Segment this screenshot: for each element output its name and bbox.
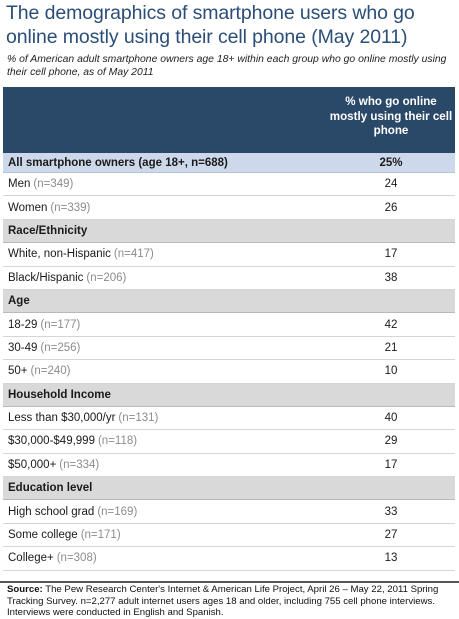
row-label-text: Age — [8, 295, 30, 308]
table-row: White, non-Hispanic (n=417) 17 — [3, 243, 455, 267]
table-row: 50+ (n=240) 10 — [3, 360, 455, 384]
table-body: All smartphone owners (age 18+, n=688) 25… — [3, 153, 455, 571]
row-value: 13 — [384, 552, 398, 565]
row-label: 18-29 (n=177) — [8, 313, 80, 335]
row-label-text: 50+ — [8, 365, 28, 378]
row-label-text: Education level — [8, 482, 93, 495]
sample-size: (n=256) — [40, 341, 81, 354]
row-label-text: 30-49 — [8, 341, 38, 354]
row-label: College+ (n=308) — [8, 547, 97, 569]
row-value: 38 — [384, 271, 398, 284]
row-value: 40 — [384, 412, 398, 425]
row-label-text: Black/Hispanic — [8, 271, 84, 284]
row-value: 26 — [384, 201, 398, 214]
table-row: College+ (n=308) 13 — [3, 547, 455, 571]
row-label: Less than $30,000/yr (n=131) — [8, 407, 158, 429]
row-label-text: Men — [8, 178, 31, 191]
row-label-text: Some college — [8, 529, 78, 542]
total-row: All smartphone owners (age 18+, n=688) 25… — [3, 153, 455, 173]
row-value: 10 — [384, 365, 398, 378]
chart-subtitle: % of American adult smartphone owners ag… — [7, 54, 447, 78]
row-value: 33 — [384, 505, 398, 518]
sample-size: (n=118) — [97, 435, 138, 448]
row-label: $50,000+ (n=334) — [8, 454, 99, 476]
section-header-row: Age — [3, 289, 455, 314]
row-label: High school grad (n=169) — [8, 500, 137, 522]
row-label-text: Less than $30,000/yr — [8, 412, 116, 425]
row-label: 30-49 (n=256) — [8, 337, 80, 359]
row-label: Household Income — [8, 384, 111, 406]
source-note: Source: The Pew Research Center's Intern… — [0, 581, 459, 618]
table-row: Some college (n=171) 27 — [3, 524, 455, 548]
row-label: White, non-Hispanic (n=417) — [8, 243, 154, 265]
row-label-text: Race/Ethnicity — [8, 224, 88, 237]
source-label: Source: — [7, 584, 43, 595]
row-label: Race/Ethnicity — [8, 220, 87, 242]
table-header: % who go online mostly using their cell … — [3, 87, 455, 153]
table-row: $50,000+ (n=334) 17 — [3, 454, 455, 478]
row-label-text: $30,000-$49,999 — [8, 435, 95, 448]
sample-size: (n=339) — [50, 201, 91, 214]
row-value: 21 — [384, 341, 398, 354]
sample-size: (n=417) — [113, 248, 154, 261]
row-label: Some college (n=171) — [8, 524, 121, 546]
row-label-text: Women — [8, 201, 48, 214]
table-row: $30,000-$49,999 (n=118) 29 — [3, 430, 455, 454]
row-value: 25% — [379, 156, 403, 169]
row-label-text: College+ — [8, 552, 54, 565]
row-label-text: All smartphone owners (age 18+, n=688) — [8, 156, 228, 169]
sample-size: (n=169) — [97, 505, 138, 518]
sample-size: (n=131) — [118, 412, 159, 425]
row-value: 27 — [384, 529, 398, 542]
row-label: Men (n=349) — [8, 173, 73, 195]
row-label: All smartphone owners (age 18+, n=688) — [8, 153, 228, 172]
table-row: Men (n=349) 24 — [3, 173, 455, 197]
section-header-row: Household Income — [3, 383, 455, 407]
row-label: Women (n=339) — [8, 196, 90, 218]
section-header-row: Race/Ethnicity — [3, 219, 455, 244]
row-label-text: High school grad — [8, 505, 95, 518]
source-text: The Pew Research Center's Internet & Ame… — [7, 584, 439, 618]
row-value: 17 — [384, 248, 398, 261]
sample-size: (n=171) — [80, 529, 121, 542]
data-table: % who go online mostly using their cell … — [3, 87, 455, 571]
row-label-text: 18-29 — [8, 318, 38, 331]
row-label: 50+ (n=240) — [8, 360, 70, 382]
sample-size: (n=206) — [86, 271, 127, 284]
row-value: 29 — [384, 435, 398, 448]
section-header-row: Education level — [3, 477, 455, 501]
sample-size: (n=349) — [33, 178, 74, 191]
row-label-text: $50,000+ — [8, 458, 57, 471]
sample-size: (n=240) — [30, 365, 71, 378]
sample-size: (n=177) — [40, 318, 81, 331]
row-label-text: Household Income — [8, 388, 111, 401]
row-label: Education level — [8, 477, 92, 499]
table-row: Black/Hispanic (n=206) 38 — [3, 267, 455, 290]
table-row: Less than $30,000/yr (n=131) 40 — [3, 407, 455, 431]
table-row: 18-29 (n=177) 42 — [3, 313, 455, 337]
table-row: High school grad (n=169) 33 — [3, 500, 455, 524]
row-value: 42 — [384, 318, 398, 331]
table-row: Women (n=339) 26 — [3, 196, 455, 220]
row-label: $30,000-$49,999 (n=118) — [8, 430, 137, 452]
sample-size: (n=334) — [59, 458, 100, 471]
sample-size: (n=308) — [56, 552, 97, 565]
value-column-header: % who go online mostly using their cell … — [329, 95, 453, 137]
row-label: Black/Hispanic (n=206) — [8, 267, 126, 289]
row-label-text: White, non-Hispanic — [8, 248, 111, 261]
chart-title: The demographics of smartphone users who… — [6, 2, 415, 48]
row-value: 24 — [384, 178, 398, 191]
table-row: 30-49 (n=256) 21 — [3, 337, 455, 361]
row-value: 17 — [384, 458, 398, 471]
row-label: Age — [8, 290, 30, 312]
